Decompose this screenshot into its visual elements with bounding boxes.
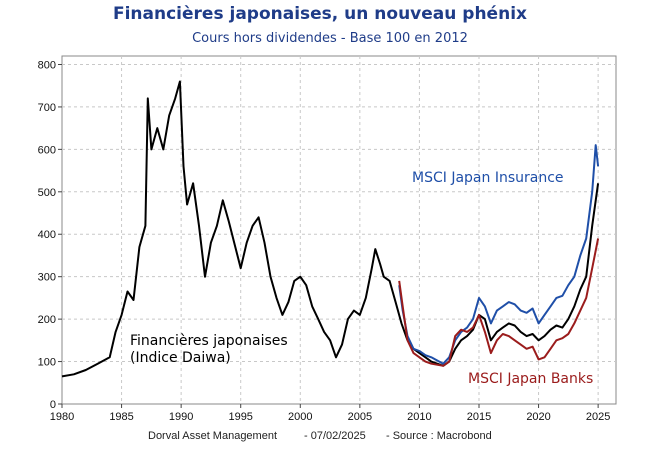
x-tick-label: 2000	[288, 411, 312, 423]
y-tick-label: 100	[38, 357, 56, 369]
series-banks-line	[398, 238, 600, 367]
footer-author: Dorval Asset Management	[148, 430, 278, 442]
x-tick-label: 2025	[586, 411, 610, 423]
y-axis: 0 100 200 300 400 500 600 700 800	[38, 59, 62, 411]
annotation-daiwa-line2: (Indice Daiwa)	[130, 350, 231, 366]
chart-subtitle: Cours hors dividendes - Base 100 en 2012	[192, 31, 468, 46]
y-tick-label: 600	[38, 144, 56, 156]
x-tick-label: 2005	[348, 411, 372, 423]
footer-source: - Source : Macrobond	[386, 430, 492, 442]
chart-title: Financières japonaises, un nouveau phéni…	[112, 4, 527, 24]
y-tick-label: 0	[50, 399, 56, 411]
x-tick-label: 1990	[169, 411, 193, 423]
x-tick-label: 1985	[109, 411, 133, 423]
x-tick-label: 2020	[526, 411, 550, 423]
x-axis: 1980 1985 1990 1995 2000 2005 2010 2015 2020 2025	[50, 404, 610, 423]
y-tick-label: 800	[38, 59, 56, 71]
annotation-banks: MSCI Japan Banks	[468, 371, 593, 387]
x-tick-label: 2010	[407, 411, 431, 423]
footer-date: - 07/02/2025	[304, 430, 366, 442]
y-tick-label: 500	[38, 187, 56, 199]
annotation-daiwa-line1: Financières japonaises	[130, 333, 288, 349]
y-tick-label: 200	[38, 314, 56, 326]
x-tick-label: 1995	[228, 411, 252, 423]
x-tick-label: 2015	[467, 411, 491, 423]
series-insurance-line	[398, 144, 600, 365]
annotation-insurance: MSCI Japan Insurance	[412, 170, 564, 186]
series-lines	[61, 80, 600, 378]
gridlines	[62, 56, 616, 404]
y-tick-label: 400	[38, 229, 56, 241]
y-tick-label: 300	[38, 272, 56, 284]
series-daiwa-line	[61, 80, 600, 378]
y-tick-label: 700	[38, 102, 56, 114]
x-tick-label: 1980	[50, 411, 74, 423]
